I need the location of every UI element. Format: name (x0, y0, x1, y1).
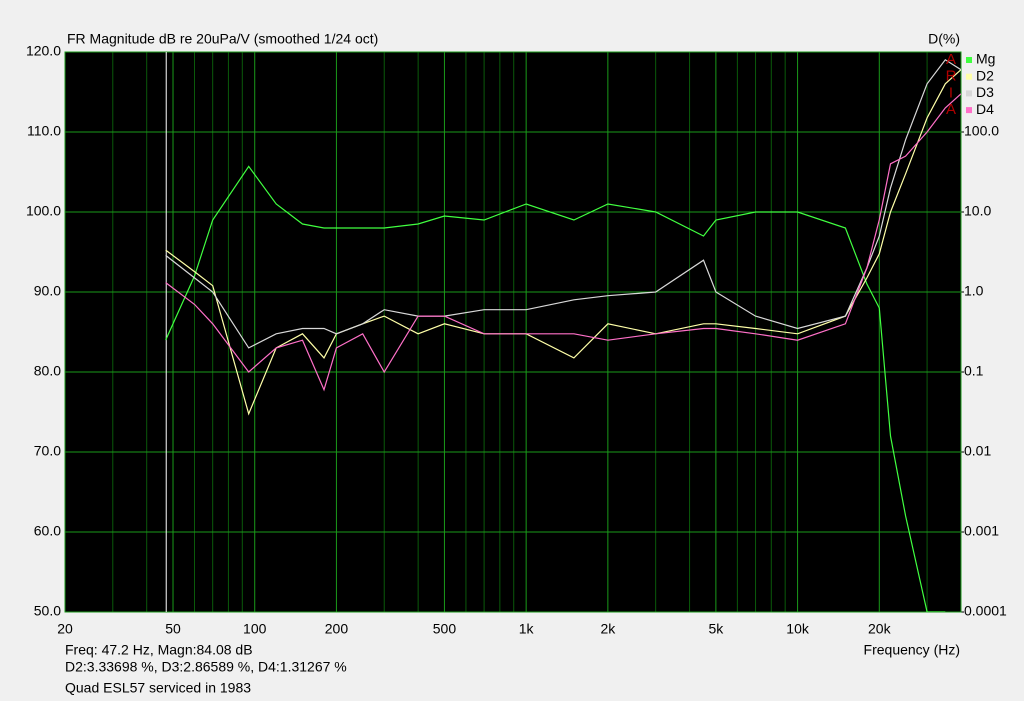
y-tick-label: 60.0 (34, 523, 61, 539)
y2-tick-label: 0.01 (964, 443, 991, 459)
x-tick-label: 1k (519, 621, 535, 637)
y-tick-label: 50.0 (34, 603, 61, 619)
legend-swatch (966, 57, 972, 63)
footer-line: Freq: 47.2 Hz, Magn:84.08 dB (65, 642, 253, 658)
y2-tick-label: 0.001 (964, 523, 999, 539)
overlay-letter: A (946, 51, 956, 68)
x-tick-label: 200 (325, 621, 349, 637)
y-tick-label: 100.0 (26, 203, 61, 219)
legend-label: D4 (976, 101, 994, 117)
x-tick-label: 20 (57, 621, 73, 637)
y-tick-label: 70.0 (34, 443, 61, 459)
y-tick-label: 110.0 (27, 123, 61, 139)
x-tick-label: 20k (868, 621, 892, 637)
x-tick-label: 5k (708, 621, 724, 637)
plot-border (64, 51, 962, 613)
y-tick-label: 80.0 (34, 363, 61, 379)
x-tick-label: 500 (433, 621, 457, 637)
x-tick-label: 100 (243, 621, 267, 637)
y-tick-label: 90.0 (34, 283, 61, 299)
y2-axis-label: D(%) (928, 31, 960, 47)
y-tick-label: 120.0 (26, 43, 61, 59)
y2-tick-label: 10.0 (964, 203, 991, 219)
series-line (165, 69, 961, 416)
x-tick-label: 50 (165, 621, 181, 637)
overlay-letter: R (946, 68, 957, 85)
y2-tick-label: 1.0 (964, 283, 984, 299)
plot-lines (165, 52, 961, 612)
footer-line: D2:3.33698 %, D3:2.86589 %, D4:1.31267 % (65, 659, 347, 675)
legend-swatch (966, 90, 972, 97)
overlay-letter: A (946, 101, 956, 118)
overlay-letter: I (949, 84, 953, 101)
chart-title: FR Magnitude dB re 20uPa/V (smoothed 1/2… (67, 31, 378, 47)
series-line (165, 93, 961, 392)
y2-tick-label: 0.0001 (964, 603, 1007, 619)
x-axis-label: Frequency (Hz) (864, 642, 960, 658)
legend-label: D3 (976, 84, 994, 100)
y2-tick-label: 0.1 (964, 363, 984, 379)
series-line (165, 58, 961, 349)
x-tick-label: 10k (786, 621, 810, 637)
x-tick-label: 2k (600, 621, 616, 637)
legend-label: Mg (976, 51, 995, 67)
series-line (165, 165, 946, 612)
legend-swatch (966, 107, 972, 114)
legend-label: D2 (976, 67, 994, 83)
y2-tick-label: 100.0 (964, 123, 999, 139)
footer-line: Quad ESL57 serviced in 1983 (65, 680, 251, 696)
legend-swatch (966, 73, 972, 80)
plot-area (65, 52, 961, 612)
